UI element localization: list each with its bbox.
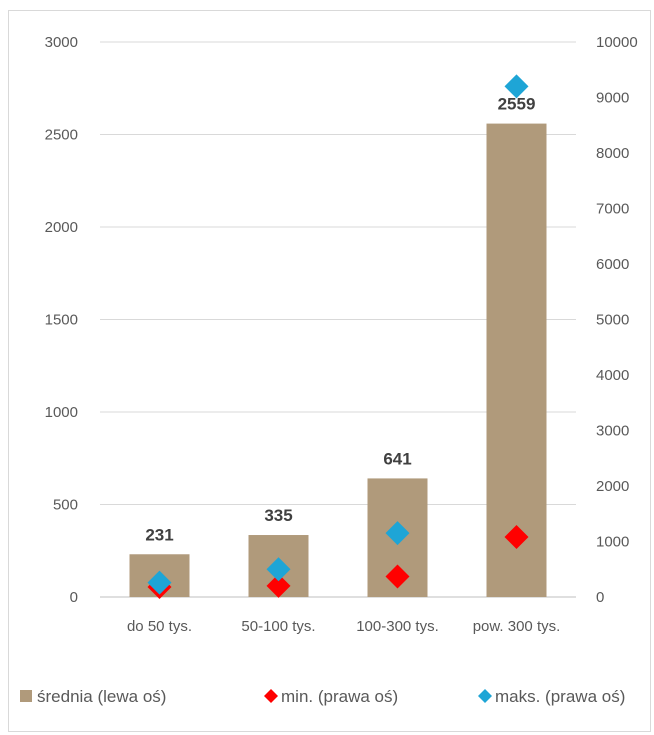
bar-data-label: 641 [383,449,411,468]
left-tick-label: 0 [70,589,78,606]
legend-label: min. (prawa oś) [281,687,398,706]
legend-label: maks. (prawa oś) [495,687,625,706]
left-tick-label: 2500 [45,127,78,144]
diamond-marker [385,564,410,589]
left-tick-label: 1000 [45,404,78,421]
category-label: do 50 tys. [127,618,192,635]
category-label: 100-300 tys. [356,618,439,635]
legend-swatch [478,689,492,703]
right-tick-label: 1000 [596,534,629,551]
left-tick-label: 1500 [45,312,78,329]
right-axis-ticks: 0 1000 2000 3000 4000 5000 6000 7000 8000 9000 100… [596,34,638,606]
diamond-marker [504,525,529,550]
right-tick-label: 8000 [596,145,629,162]
left-tick-label: 3000 [45,34,78,51]
bar-data-label: 2559 [498,95,536,114]
right-tick-label: 2000 [596,478,629,495]
legend: średnia (lewa oś) min. (prawa oś) maks. (p… [20,687,625,706]
diamond-marker [266,557,291,582]
category-labels: do 50 tys. 50-100 tys. 100-300 tys. pow. 30… [127,618,560,635]
right-tick-label: 3000 [596,423,629,440]
legend-swatch [264,689,278,703]
diamond-marker [385,521,410,546]
right-tick-label: 9000 [596,90,629,107]
bars [129,123,547,598]
bar-data-label: 231 [145,525,173,544]
right-tick-label: 5000 [596,312,629,329]
legend-swatch [20,690,32,702]
right-tick-label: 4000 [596,367,629,384]
bar-data-label: 335 [264,506,292,525]
diamond-marker [504,74,529,99]
data-labels: 231 335 641 2559 [145,95,535,545]
category-label: pow. 300 tys. [473,618,561,635]
left-tick-label: 500 [53,497,78,514]
right-tick-label: 0 [596,589,604,606]
left-tick-label: 2000 [45,219,78,236]
bar [486,123,547,598]
right-tick-label: 6000 [596,256,629,273]
diamond-marker [266,573,291,598]
right-tick-label: 10000 [596,34,638,51]
legend-label: średnia (lewa oś) [37,687,166,706]
diamond-marker [147,570,172,595]
left-axis-ticks: 0 500 1000 1500 2000 2500 3000 [45,34,78,606]
right-tick-label: 7000 [596,201,629,218]
markers [147,74,529,600]
category-label: 50-100 tys. [241,618,315,635]
